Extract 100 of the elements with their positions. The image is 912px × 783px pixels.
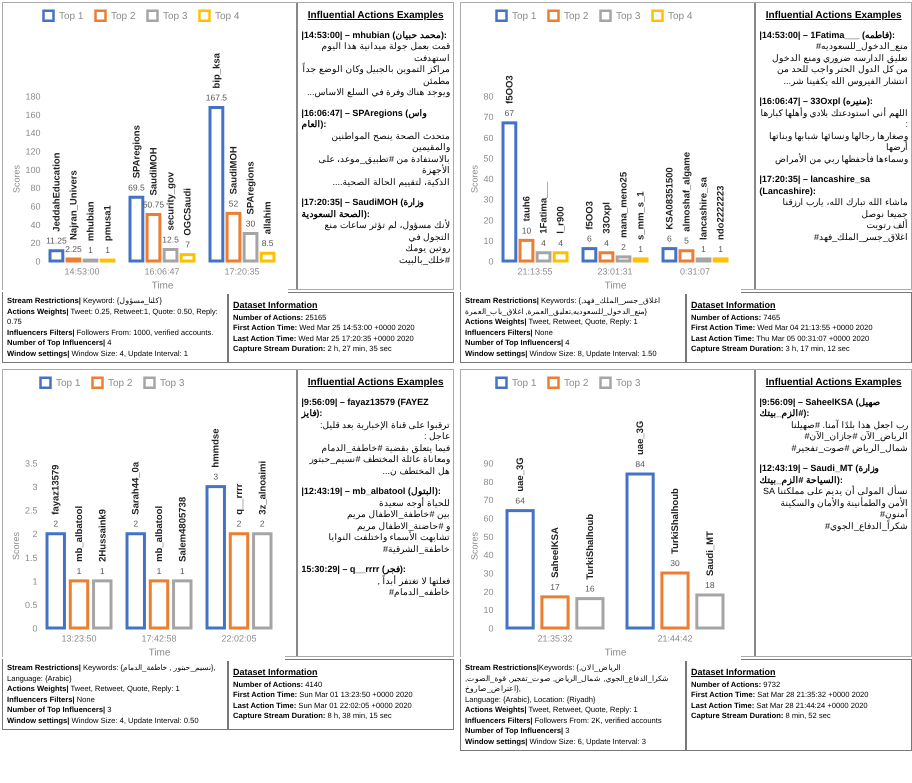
y-tick-label: 30 [483,568,494,578]
text: Influential Actions Examples [764,377,903,388]
annotation: 2Hussaink9 [97,509,108,562]
text: |9:56:09| – SaheelKSA (صهيل #الزم_بيتك): رب اجعل هذا بلدًا آمنا. #صهيلنا الرياض_الآن #جازان_الآن# شمال_الرياض #صوت_تفجير# [759,396,908,454]
annotation: mhubian [86,201,97,242]
legend-label: Top 3 [616,10,641,22]
bar [660,572,690,630]
data-label: 84 [635,459,646,469]
y-tick-label: 40 [483,174,494,184]
annotation: Saudi_MT [704,530,716,576]
y-tick-label: 40 [483,550,494,560]
annotation: f5OO3 [584,201,596,230]
x-axis-title: Time [604,280,627,292]
y-tick-label: 80 [483,476,494,487]
y-tick-label: 40 [30,220,40,230]
y-tick-label: 0 [488,256,494,266]
x-tick-label: 22:02:05 [221,634,257,644]
y-tick-label: 180 [25,92,40,102]
x-tick-label: 0:31:07 [680,266,710,276]
text: |14:53:00| – mhubian (محمد حبيان): قمت بعمل جولة ميدانية هذا اليوم استهدفت مراكز التموين بالجبيل وكان الوضع جداً مطمئن ويوجد هناك وفرة في السلع الاساس... [301,30,450,98]
y-tick-label: 1 [32,576,38,586]
legend-label: Top 4 [668,10,693,22]
text: |16:06:47| – SPAregions (واس العام): متحدث الصحة ينصح المواطنين والمقيمين بالاستفادة من #تطبيق_موعد، على الأجهزة الذكية، لتقييم الحالة الصحية.... [301,108,450,188]
text: Dataset Information [233,300,319,310]
data-label: 1 [156,566,162,576]
text: |14:53:00| – 1Fatima___ (فاطمه): منع_الدخول_للسعوديه# تعليق الدارسه ضروري ومنع الدخول من كل الدول الحتر واجب للحد من انتشار الفيروس الله يكفينا شر... [759,30,908,87]
data-label: 6 [587,234,592,244]
annotation: allahim [262,201,274,234]
annotation: JeddahEducation [51,152,62,232]
legend-label: Top 3 [160,378,185,389]
text: |12:43:19| – mb_albatool (البتول): للحياة أوجه سعيدة بين #خاطفة_الاطفال مريم و #حاضنة_الاطفال مريم تشابهت الأسماء واختلفت النوايا خاطفة_الشرقية# [301,486,450,555]
text: |12:43:19| – Saudi_MT (وزارة السياحة #الزم_بيتك): نسأل المولى أن يديم على مملكتنا SA الأمن والطمأنينة والأمان والسكينة آمنون# شكراً_الدفاع_الجوي# [759,463,908,532]
text: |17:20:35| – SaudiMOH (وزارة الصحة السعودية): لأنك مسؤول، لم تؤثر ساعات منع التجول في روتين يومك #خلك_بالبيت [301,197,450,266]
data-label: 6 [667,234,672,244]
x-tick-label: 16:06:47 [144,266,180,276]
text: Dataset Information [691,667,777,678]
bar [575,597,604,630]
data-label: 3 [213,472,218,482]
text: Dataset Information [691,300,777,310]
annotation: 1Fatima___ [538,181,550,234]
data-label: 2 [260,518,265,529]
annotation: SPAregions [131,125,142,178]
y-tick-label: 10 [483,605,494,616]
annotation: mb_albatool [74,506,85,562]
data-label: 18 [705,580,715,590]
data-label: 8.5 [262,238,274,248]
annotation: lancashire_sa [698,176,710,240]
legend-label: Top 4 [215,10,240,22]
data-label: 16 [585,584,595,594]
data-label: 1 [100,566,105,576]
y-tick-label: 80 [483,92,494,102]
annotation: mb_albatool [154,506,165,562]
data-label: 10 [522,225,532,236]
y-tick-label: 20 [483,215,494,226]
data-label: 1 [76,566,82,576]
y-tick-label: 3.5 [24,458,38,468]
y-tick-label: 10 [483,236,494,246]
legend-label: Top 3 [616,378,641,389]
x-axis-title: Time [152,280,174,292]
x-tick-label: 17:42:58 [141,634,177,644]
text: Dataset Information [233,667,319,678]
bar [206,485,226,630]
data-label: 2 [133,518,138,529]
annotation: tauh6 [521,196,532,222]
bar [506,509,535,630]
legend-label: Top 2 [108,378,133,389]
legend-label: Top 2 [564,378,589,389]
data-label: 30 [670,558,680,568]
data-label: 2 [236,518,242,529]
text: |16:06:47| – 33Oxpl (منيره): اللهم أني استودعتك بلادي وأهلها كبارها : وصغارها رجالها ونسائها شبابها وبناتها أرضها وسماءها فأحفظها ربي من الأمراض [759,96,908,165]
legend-label: Top 1 [56,378,81,389]
x-axis-title: Time [604,648,627,658]
annotation: SaudiMOH [228,146,240,194]
text: Influential Actions Examples [306,377,445,388]
y-axis-title: Scores [469,531,480,560]
text: bip_ksa [211,52,222,88]
data-label: 1 [638,244,644,254]
data-label: 52 [228,198,238,208]
y-tick-label: 160 [25,110,40,120]
bar [695,594,724,630]
text: Influential Actions Examples [764,10,903,22]
data-label: 5 [684,236,690,246]
annotation: TurkiShalhoub [584,514,596,580]
data-label: 4 [541,238,546,248]
y-tick-label: 1.5 [24,552,38,563]
annotation: pmusa1 [102,204,114,242]
x-tick-label: 17:20:35 [224,266,260,276]
bar [540,595,570,630]
bar [126,532,146,630]
legend-label: Top 2 [564,10,589,22]
y-tick-label: 100 [25,164,40,175]
bar [626,472,655,630]
legend-label: Top 1 [59,10,84,22]
annotation: s_mm_s_1 [636,190,647,240]
data-label: 2 [621,242,626,252]
y-tick-label: 60 [483,132,494,143]
text: Influential Actions Examples [306,10,445,22]
y-tick-label: 60 [30,202,40,212]
x-tick-label: 21:13:55 [517,266,553,276]
x-tick-label: 14:53:00 [64,266,100,276]
